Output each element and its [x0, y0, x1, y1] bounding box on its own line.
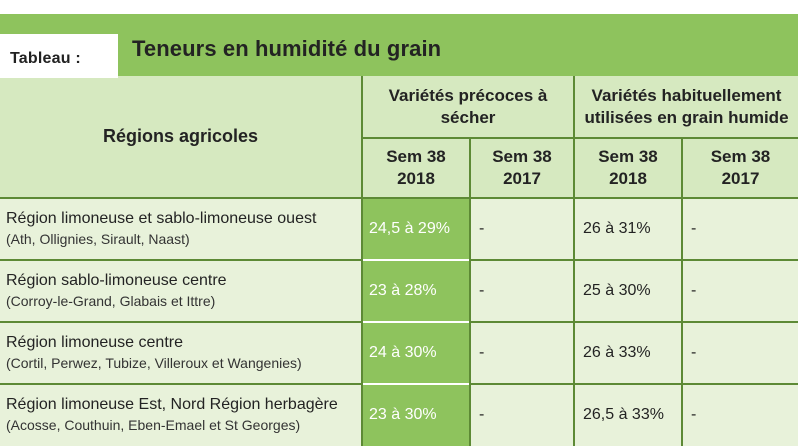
table-label: Tableau :: [10, 50, 81, 67]
region-towns: (Corroy-le-Grand, Glabais et Ittre): [6, 292, 216, 309]
table-row: Région limoneuse et sablo-limoneuse oues…: [0, 197, 798, 260]
humidity-table: Régions agricoles Variétés précoces à séc…: [0, 76, 798, 446]
value-usual-2017: -: [681, 258, 798, 322]
header-usual-2018: Sem 38 2018: [573, 137, 682, 199]
value-usual-2017: -: [681, 320, 798, 384]
region-name: Région limoneuse centre: [6, 333, 183, 351]
title-bar: Teneurs en humidité du grain: [0, 14, 798, 76]
value-early-2018: 23 à 30%: [361, 382, 470, 446]
value-usual-2017: -: [681, 197, 798, 260]
table-row: Région sablo-limoneuse centre (Corroy-le…: [0, 258, 798, 322]
value-early-2018: 24,5 à 29%: [361, 197, 470, 260]
value-usual-2017: -: [681, 382, 798, 446]
value-usual-2018: 25 à 30%: [573, 258, 682, 322]
value-early-2017: -: [469, 258, 574, 322]
value-usual-2018: 26 à 33%: [573, 320, 682, 384]
value-early-2017: -: [469, 197, 574, 260]
region-cell: Région limoneuse Est, Nord Région herbag…: [0, 382, 362, 446]
value-early-2018: 24 à 30%: [361, 320, 470, 384]
region-cell: Région limoneuse et sablo-limoneuse oues…: [0, 197, 362, 260]
region-name: Région limoneuse et sablo-limoneuse oues…: [6, 209, 317, 227]
table-label-tab: Tableau :: [0, 34, 118, 78]
value-early-2018: 23 à 28%: [361, 258, 470, 322]
region-cell: Région limoneuse centre (Cortil, Perwez,…: [0, 320, 362, 384]
header-early-2018: Sem 38 2018: [361, 137, 470, 199]
region-cell: Région sablo-limoneuse centre (Corroy-le…: [0, 258, 362, 322]
header-regions: Régions agricoles: [0, 76, 362, 199]
value-early-2017: -: [469, 382, 574, 446]
header-usual-2017: Sem 38 2017: [681, 137, 798, 199]
region-name: Région limoneuse Est, Nord Région herbag…: [6, 396, 338, 414]
region-towns: (Ath, Ollignies, Sirault, Naast): [6, 230, 190, 247]
table-row: Région limoneuse Est, Nord Région herbag…: [0, 382, 798, 446]
value-usual-2018: 26 à 31%: [573, 197, 682, 260]
region-towns: (Acosse, Couthuin, Eben-Emael et St Geor…: [6, 417, 301, 434]
region-name: Région sablo-limoneuse centre: [6, 271, 227, 289]
value-early-2017: -: [469, 320, 574, 384]
header-group-early: Variétés précoces à sécher: [361, 76, 574, 138]
table-row: Région limoneuse centre (Cortil, Perwez,…: [0, 320, 798, 384]
header-early-2017: Sem 38 2017: [469, 137, 574, 199]
region-towns: (Cortil, Perwez, Tubize, Villeroux et Wa…: [6, 354, 302, 371]
header-group-usual: Variétés habituellement utilisées en grai…: [573, 76, 798, 138]
table-title: Teneurs en humidité du grain: [132, 36, 442, 61]
value-usual-2018: 26,5 à 33%: [573, 382, 682, 446]
